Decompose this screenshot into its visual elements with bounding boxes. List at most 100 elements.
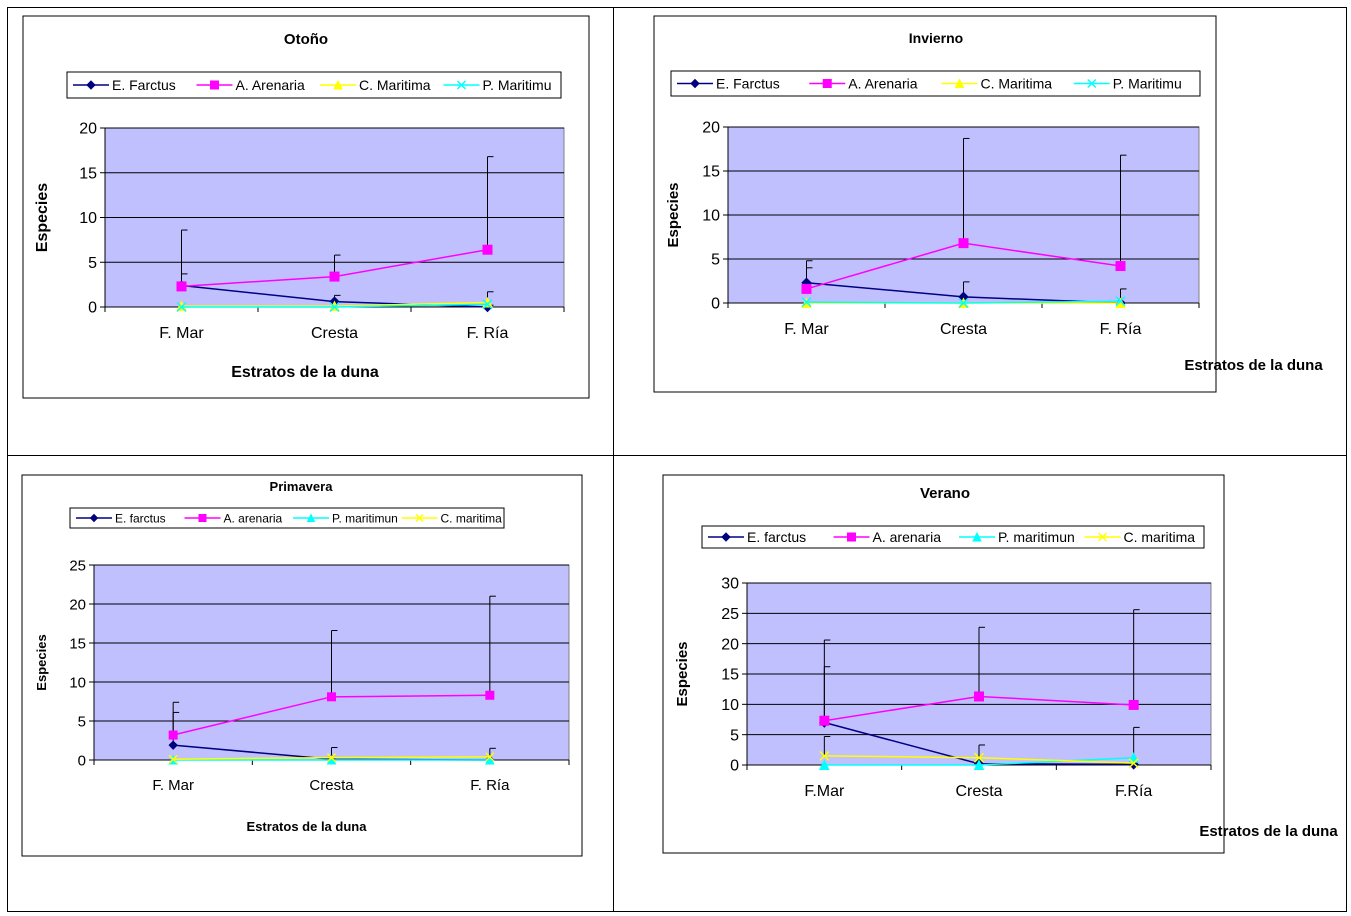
data-point bbox=[973, 759, 985, 770]
y-tick-label: 20 bbox=[79, 121, 97, 138]
x-tick-label: F. Ría bbox=[470, 777, 510, 794]
y-tick-label: 20 bbox=[702, 120, 720, 137]
y-tick-label: 10 bbox=[702, 208, 720, 225]
data-point bbox=[1115, 261, 1126, 272]
legend-label: C. maritima bbox=[1124, 529, 1196, 545]
chart-legend: E. farctus A. arenaria P. maritimun C. mari… bbox=[701, 525, 1205, 549]
x-tick-label: F. Mar bbox=[784, 321, 829, 338]
y-tick-label: 15 bbox=[79, 165, 97, 182]
x-tick-label: F.Mar bbox=[804, 783, 845, 800]
legend-marker bbox=[972, 531, 982, 542]
y-tick-label: 5 bbox=[730, 727, 739, 744]
data-point bbox=[326, 753, 337, 763]
data-point bbox=[327, 692, 336, 702]
legend-marker bbox=[456, 80, 467, 90]
legend-box bbox=[701, 525, 1205, 549]
x-axis-label: Estratos de la duna bbox=[231, 364, 379, 381]
x-tick-label: F. Mar bbox=[152, 777, 194, 794]
y-tick-label: 20 bbox=[721, 636, 739, 653]
x-tick-label: F. Mar bbox=[159, 325, 204, 342]
legend-label: E. Farctus bbox=[716, 76, 780, 92]
x-axis-label: Estratos de la duna bbox=[1184, 357, 1323, 374]
legend-label: E. Farctus bbox=[112, 77, 176, 93]
data-point bbox=[1128, 758, 1139, 769]
layout-table bbox=[7, 7, 1347, 912]
data-point bbox=[482, 299, 493, 310]
data-point bbox=[482, 244, 493, 255]
chart-title: Verano bbox=[920, 485, 970, 502]
chart-2: Primavera E. farctus A. arenaria P. maritim… bbox=[21, 474, 583, 857]
legend-marker bbox=[721, 532, 731, 542]
legend-marker bbox=[1087, 78, 1097, 89]
data-point bbox=[958, 297, 969, 309]
legend-marker bbox=[954, 78, 965, 88]
legend-label: A. arenaria bbox=[873, 529, 942, 545]
x-tick-label: Cresta bbox=[311, 325, 358, 342]
chart-1: Invierno E. Farctus A. Arenaria C. Maritima… bbox=[653, 15, 1323, 393]
legend-label: A. Arenaria bbox=[848, 76, 917, 92]
data-point bbox=[485, 752, 495, 762]
y-tick-label: 15 bbox=[69, 635, 86, 652]
y-tick-label: 5 bbox=[78, 713, 86, 730]
data-point bbox=[819, 715, 830, 726]
data-point bbox=[1115, 296, 1126, 307]
legend-label: A. arenaria bbox=[224, 511, 283, 525]
data-point bbox=[168, 740, 178, 750]
legend-label: E. farctus bbox=[747, 529, 806, 545]
y-tick-label: 0 bbox=[730, 758, 739, 775]
chart-title: Otoño bbox=[284, 31, 328, 48]
chart-legend: E. Farctus A. Arenaria C. Maritima P. Marit… bbox=[670, 70, 1201, 97]
data-point bbox=[801, 283, 812, 294]
legend-label: P. maritimun bbox=[332, 511, 398, 525]
x-tick-label: F. Ría bbox=[467, 325, 509, 342]
legend-marker bbox=[415, 513, 424, 523]
data-point bbox=[819, 750, 830, 761]
data-point bbox=[974, 691, 984, 702]
data-point bbox=[168, 730, 178, 740]
y-axis-label: Especies bbox=[34, 183, 51, 252]
legend-box bbox=[69, 507, 505, 529]
chart-legend: E. farctus A. arenaria P. maritimun C. mari… bbox=[69, 507, 505, 529]
chart-3: Verano E. farctus A. arenaria P. maritimun C… bbox=[662, 474, 1338, 854]
table-divider-vertical bbox=[613, 7, 614, 912]
data-point bbox=[168, 754, 178, 764]
y-tick-label: 10 bbox=[721, 697, 739, 714]
x-tick-label: Cresta bbox=[940, 321, 987, 338]
legend-marker bbox=[306, 513, 316, 522]
y-axis-label: Especies bbox=[665, 182, 682, 247]
data-point bbox=[1128, 699, 1139, 710]
legend-marker bbox=[198, 514, 207, 522]
x-tick-label: F. Ría bbox=[1100, 321, 1142, 338]
y-tick-label: 5 bbox=[711, 252, 720, 269]
data-point bbox=[176, 301, 187, 313]
x-tick-label: F.Ría bbox=[1115, 783, 1152, 800]
y-tick-label: 15 bbox=[721, 667, 739, 684]
y-tick-label: 10 bbox=[69, 674, 86, 691]
y-tick-label: 25 bbox=[721, 606, 739, 623]
legend-marker bbox=[822, 79, 832, 88]
y-tick-label: 15 bbox=[702, 164, 720, 181]
data-point bbox=[801, 297, 812, 308]
x-tick-label: Cresta bbox=[309, 777, 354, 794]
y-tick-label: 30 bbox=[721, 576, 739, 593]
legend-marker bbox=[89, 513, 99, 523]
legend-label: P. maritimun bbox=[998, 529, 1075, 545]
legend-marker bbox=[210, 80, 219, 90]
y-tick-label: 10 bbox=[79, 210, 97, 227]
data-point bbox=[958, 238, 969, 249]
y-tick-label: 0 bbox=[88, 300, 97, 317]
legend-label: E. farctus bbox=[115, 511, 166, 525]
legend-label: C. Maritima bbox=[981, 76, 1053, 92]
data-point bbox=[485, 754, 495, 765]
legend-marker bbox=[86, 80, 96, 90]
table-divider-horizontal bbox=[7, 455, 1347, 456]
legend-label: C. Maritima bbox=[359, 77, 431, 93]
data-point bbox=[176, 281, 187, 292]
legend-label: A. Arenaria bbox=[236, 77, 305, 93]
legend-label: C. maritima bbox=[441, 511, 503, 525]
data-point bbox=[819, 759, 830, 770]
legend-marker bbox=[1097, 532, 1108, 542]
legend-label: P. Maritimu bbox=[1113, 76, 1182, 92]
y-tick-label: 20 bbox=[69, 596, 86, 613]
